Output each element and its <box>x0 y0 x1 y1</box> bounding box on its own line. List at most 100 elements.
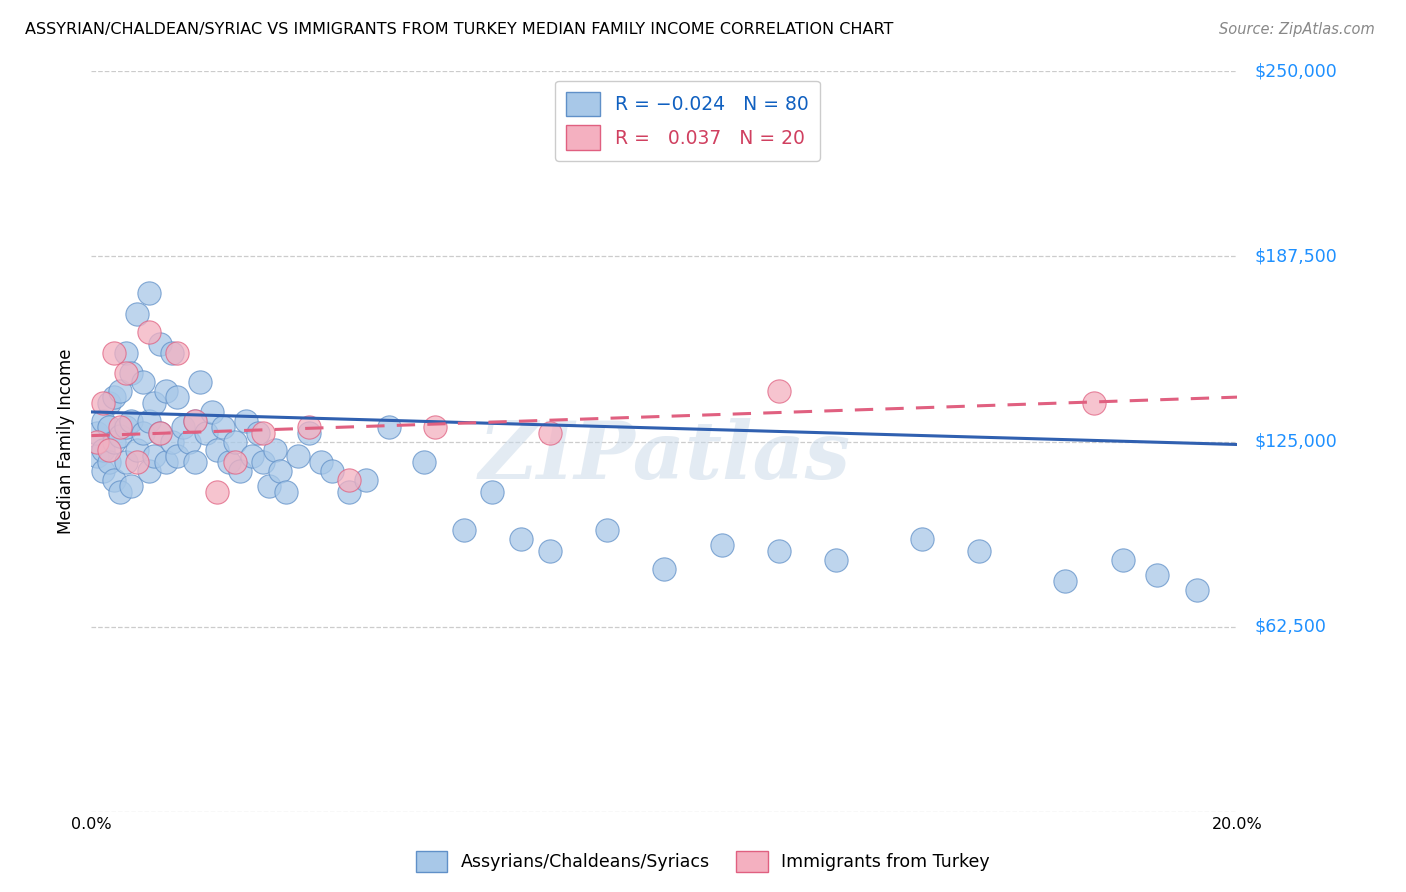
Point <box>138 414 160 428</box>
Point <box>149 336 172 351</box>
Point <box>510 533 533 547</box>
Point <box>155 384 177 399</box>
Point <box>91 464 114 478</box>
Point <box>652 562 675 576</box>
Point <box>269 464 291 478</box>
Point <box>246 425 269 440</box>
Point <box>378 419 401 434</box>
Point <box>177 434 200 449</box>
Point <box>263 443 285 458</box>
Point <box>356 473 378 487</box>
Point <box>166 390 188 404</box>
Point <box>252 455 274 469</box>
Point <box>108 384 131 399</box>
Point <box>298 425 321 440</box>
Point <box>1146 567 1168 582</box>
Point <box>252 425 274 440</box>
Point <box>114 419 136 434</box>
Text: ZIPatlas: ZIPatlas <box>478 417 851 495</box>
Point <box>97 396 120 410</box>
Point <box>166 345 188 359</box>
Point <box>108 419 131 434</box>
Point <box>337 473 360 487</box>
Point <box>86 434 108 449</box>
Point <box>194 425 217 440</box>
Point <box>207 484 229 499</box>
Point <box>121 367 143 381</box>
Point <box>149 425 172 440</box>
Point <box>235 414 257 428</box>
Point <box>538 544 561 558</box>
Point <box>91 396 114 410</box>
Point <box>172 419 194 434</box>
Point <box>138 464 160 478</box>
Point <box>138 286 160 301</box>
Point <box>121 479 143 493</box>
Point <box>969 544 991 558</box>
Point <box>481 484 503 499</box>
Point <box>596 524 619 538</box>
Point <box>108 428 131 442</box>
Point <box>224 455 246 469</box>
Point <box>97 455 120 469</box>
Point <box>229 464 252 478</box>
Point <box>710 538 733 552</box>
Point <box>160 345 183 359</box>
Y-axis label: Median Family Income: Median Family Income <box>58 349 76 534</box>
Point <box>132 376 155 390</box>
Point <box>224 434 246 449</box>
Point <box>423 419 446 434</box>
Point <box>276 484 298 499</box>
Point <box>103 390 125 404</box>
Point <box>212 419 235 434</box>
Point <box>768 544 790 558</box>
Point <box>183 455 205 469</box>
Point <box>160 434 183 449</box>
Point <box>127 455 149 469</box>
Point <box>287 450 309 464</box>
Point <box>114 455 136 469</box>
Point <box>97 419 120 434</box>
Point <box>132 425 155 440</box>
Point <box>337 484 360 499</box>
Point <box>309 455 332 469</box>
Point <box>114 367 136 381</box>
Legend: Assyrians/Chaldeans/Syriacs, Immigrants from Turkey: Assyrians/Chaldeans/Syriacs, Immigrants … <box>409 844 997 879</box>
Point <box>768 384 790 399</box>
Point <box>143 396 166 410</box>
Point <box>155 455 177 469</box>
Point <box>412 455 434 469</box>
Point <box>218 455 240 469</box>
Point <box>1185 582 1208 597</box>
Point <box>103 434 125 449</box>
Point <box>143 450 166 464</box>
Point <box>114 345 136 359</box>
Point <box>121 414 143 428</box>
Text: $125,000: $125,000 <box>1254 433 1337 450</box>
Point <box>108 484 131 499</box>
Point <box>207 443 229 458</box>
Point <box>103 345 125 359</box>
Point <box>127 307 149 321</box>
Point <box>1054 574 1077 588</box>
Point <box>538 425 561 440</box>
Point <box>86 425 108 440</box>
Point <box>298 419 321 434</box>
Point <box>825 553 848 567</box>
Point <box>86 450 108 464</box>
Point <box>183 414 205 428</box>
Point <box>453 524 475 538</box>
Point <box>240 450 263 464</box>
Point <box>91 414 114 428</box>
Point <box>149 425 172 440</box>
Text: $187,500: $187,500 <box>1254 247 1337 266</box>
Point <box>91 443 114 458</box>
Point <box>97 443 120 458</box>
Point <box>1111 553 1133 567</box>
Point <box>138 325 160 339</box>
Point <box>1083 396 1105 410</box>
Legend: R = −0.024   N = 80, R =   0.037   N = 20: R = −0.024 N = 80, R = 0.037 N = 20 <box>555 81 820 161</box>
Point <box>321 464 343 478</box>
Point <box>183 414 205 428</box>
Point <box>201 405 224 419</box>
